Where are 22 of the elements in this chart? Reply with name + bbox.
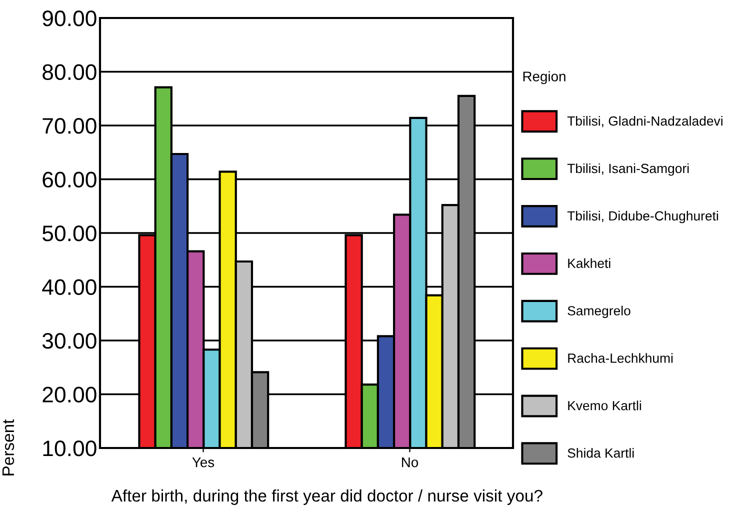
legend-label: Kakheti xyxy=(568,258,610,268)
legend-title: Region xyxy=(523,71,566,84)
y-tick-label: 90.00 xyxy=(42,10,96,26)
legend-label: Samegrelo xyxy=(568,306,630,318)
legend-label: Tbilisi, Didube-Chughureti xyxy=(567,210,718,224)
y-tick-label: 70.00 xyxy=(42,118,96,134)
y-tick-label: 10.00 xyxy=(43,440,96,456)
x-tick-label: No xyxy=(402,458,418,468)
y-tick-label: 40.00 xyxy=(42,279,96,296)
y-tick-label: 80.00 xyxy=(42,64,96,80)
x-tick-label: Yes xyxy=(192,458,214,468)
legend-label: Tbilisi, Gladni-Nadzaladevi xyxy=(567,116,722,128)
legend-label: Kvemo Kartli xyxy=(568,400,641,410)
legend-label: Racha-Lechkhumi xyxy=(568,353,673,363)
y-tick-label: 20.00 xyxy=(42,386,96,403)
legend-label: Shida Kartli xyxy=(568,448,634,458)
y-axis-title: Persent xyxy=(2,419,14,476)
y-tick-label: 60.00 xyxy=(42,172,96,188)
legend-label: Tbilisi, Isani-Samgori xyxy=(567,163,689,176)
y-tick-label: 30.00 xyxy=(42,333,96,349)
x-axis-title: After birth, during the first year did doctor / nurse visit you? xyxy=(111,489,542,505)
y-tick-label: 50.00 xyxy=(42,226,96,242)
